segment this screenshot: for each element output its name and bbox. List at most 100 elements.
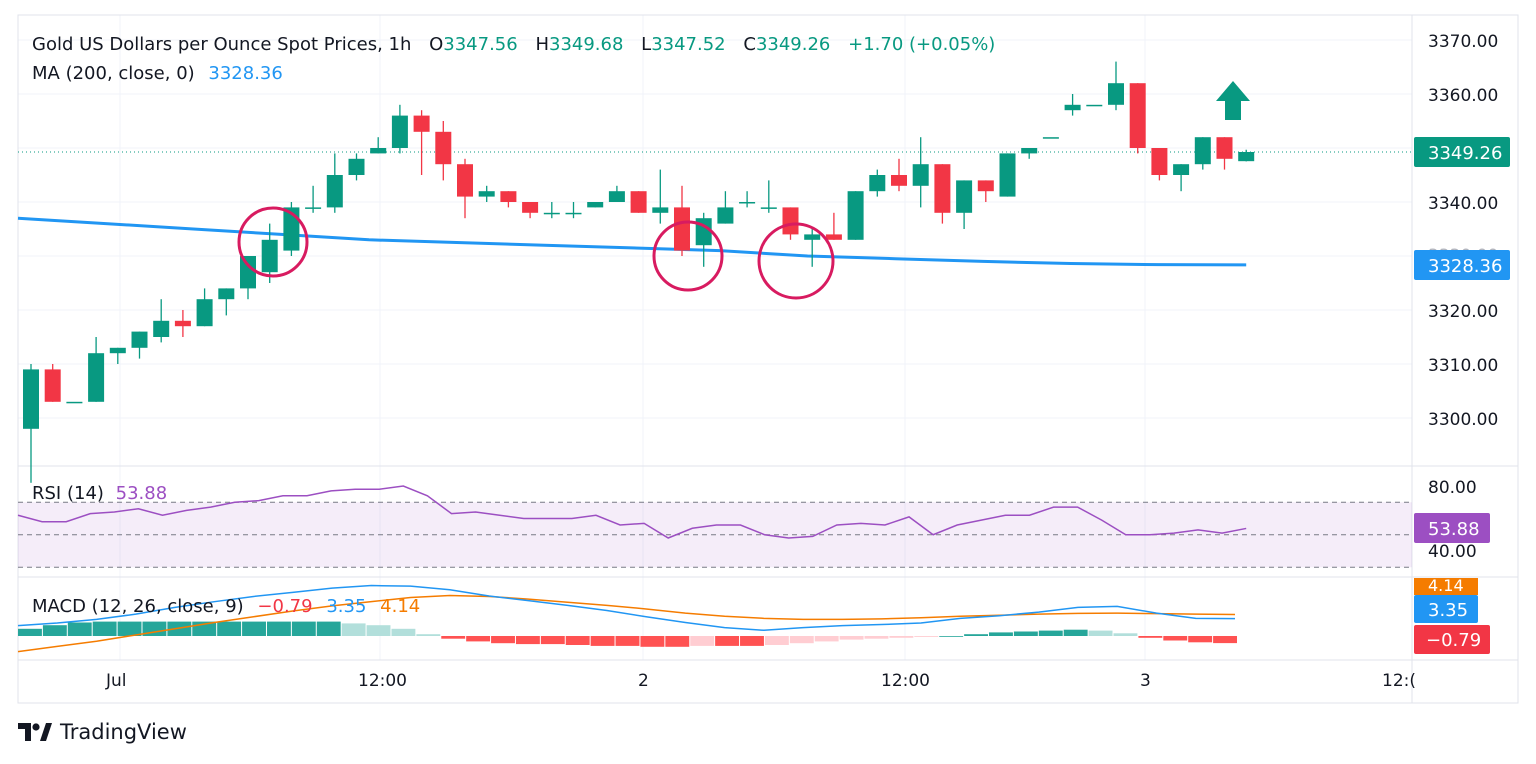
macd-signal-polyline	[17, 594, 1236, 653]
rsi-band	[18, 501, 1412, 568]
candle-body	[608, 191, 625, 202]
symbol-title: Gold US Dollars per Ounce Spot Prices, 1…	[32, 34, 411, 55]
macd-value: 3.35	[326, 596, 366, 617]
candle-body	[543, 212, 560, 215]
macd-histogram-bar	[939, 636, 964, 637]
ma-price-badge: 3328.36	[1414, 250, 1510, 280]
price-tick: 3310.00	[1428, 356, 1498, 376]
rsi-line	[17, 485, 1247, 539]
rsi-value: 53.88	[116, 483, 168, 504]
candle-body	[1021, 148, 1038, 154]
candle-body	[1238, 151, 1255, 162]
time-label: 3	[1140, 671, 1151, 691]
candle-body	[825, 234, 842, 240]
panel-frame	[17, 14, 1519, 704]
annotations-layer	[237, 81, 1250, 300]
candle-body	[891, 175, 907, 186]
ma-200-line	[17, 216, 1247, 267]
ma-value: 3328.36	[208, 63, 282, 84]
macd-histogram-bar	[391, 628, 416, 636]
candle-body	[1108, 83, 1124, 105]
candle-body	[674, 207, 690, 251]
candle-body	[869, 175, 886, 192]
candle-body	[1064, 104, 1081, 111]
price-tick: 3370.00	[1428, 32, 1498, 52]
last-price-badge: 3349.26	[1414, 137, 1510, 167]
candle-body	[370, 148, 387, 154]
rsi-label: RSI (14)	[32, 483, 104, 504]
ma-label: MA (200, close, 0)	[32, 63, 195, 84]
macd-histogram-bar	[18, 628, 42, 636]
candles-layer	[23, 61, 1255, 483]
macd-histogram-bar	[117, 621, 142, 636]
macd-signal-value: 4.14	[380, 596, 420, 617]
svg-text:4.14: 4.14	[1428, 576, 1464, 595]
macd-histogram-bar	[690, 636, 715, 646]
macd-histogram-bar	[989, 632, 1013, 636]
macd-legend: MACD (12, 26, close, 9) −0.79 3.35 4.14	[32, 596, 420, 617]
candle-body	[174, 320, 191, 327]
macd-histogram-bar	[92, 621, 117, 636]
annotation-circle	[652, 220, 724, 292]
svg-text:3.35: 3.35	[1428, 600, 1468, 621]
macd-histogram-bar	[491, 636, 515, 644]
rsi-tick: 40.00	[1428, 542, 1477, 562]
macd-histogram-bar	[615, 636, 640, 646]
price-tick: 3320.00	[1428, 302, 1498, 322]
candle-body	[44, 369, 61, 402]
macd-line-polyline	[17, 584, 1236, 632]
candle-body	[153, 320, 170, 337]
macd-histogram-bar	[665, 636, 690, 647]
candle-body	[1194, 137, 1211, 165]
candle-body	[1086, 104, 1103, 107]
candle-body	[218, 288, 235, 300]
candle-body	[760, 207, 777, 209]
macd-histogram-bar	[217, 621, 242, 636]
macd-histogram-bar	[640, 636, 665, 647]
macd-histogram-bar	[316, 621, 341, 636]
macd-lines	[17, 584, 1236, 653]
candle-body	[500, 191, 517, 202]
svg-text:MACD (12, 26, close, 9): MACD (12, 26, close, 9) −0.79 3.35 4.14	[32, 596, 420, 617]
candle-body	[956, 180, 973, 213]
tradingview-logo-icon	[18, 723, 52, 741]
macd-histogram-bar	[266, 621, 291, 636]
macd-histogram-bar	[341, 623, 366, 636]
ma-200-polyline	[17, 216, 1247, 267]
macd-histogram-bar	[889, 636, 914, 638]
macd-histogram-bar	[441, 636, 466, 639]
candle-body	[196, 299, 213, 327]
macd-histogram-bar	[67, 622, 92, 636]
rsi-polyline	[17, 485, 1247, 539]
time-label: 12:00	[358, 671, 407, 691]
histogram-badge: −0.79	[1414, 625, 1490, 654]
candle-body	[88, 353, 105, 402]
price-axis: 3370.00 3360.00 3340.00 3330.00 3320.00 …	[1428, 32, 1498, 430]
annotation-circle	[237, 206, 309, 278]
candle-body	[630, 191, 647, 213]
macd-histogram-bar	[789, 636, 814, 644]
svg-text:MA (200, close, 0) 3328.: MA (200, close, 0) 3328.36	[32, 63, 283, 84]
candle-body	[261, 239, 278, 273]
macd-histogram-bar	[42, 625, 67, 636]
macd-histogram-bar	[740, 636, 764, 646]
candle-body	[739, 202, 756, 204]
candle-body	[934, 164, 951, 213]
candle-body	[109, 347, 126, 354]
tradingview-logo[interactable]: TradingView	[18, 720, 187, 744]
svg-text:−0.79: −0.79	[1426, 630, 1481, 651]
close-label: C	[743, 34, 756, 55]
candle-body	[131, 331, 148, 348]
macd-histogram-bar	[466, 636, 491, 642]
candle-body	[457, 164, 473, 197]
macd-label: MACD (12, 26, close, 9)	[32, 596, 244, 617]
macd-histogram-bar	[167, 621, 192, 636]
candle-body	[348, 158, 365, 175]
candle-body	[565, 212, 582, 215]
macd-histogram-bar	[565, 636, 590, 645]
candle-body	[1151, 148, 1168, 175]
candle-body	[912, 164, 929, 186]
close-value: 3349.26	[756, 34, 830, 55]
candle-body	[478, 191, 495, 197]
